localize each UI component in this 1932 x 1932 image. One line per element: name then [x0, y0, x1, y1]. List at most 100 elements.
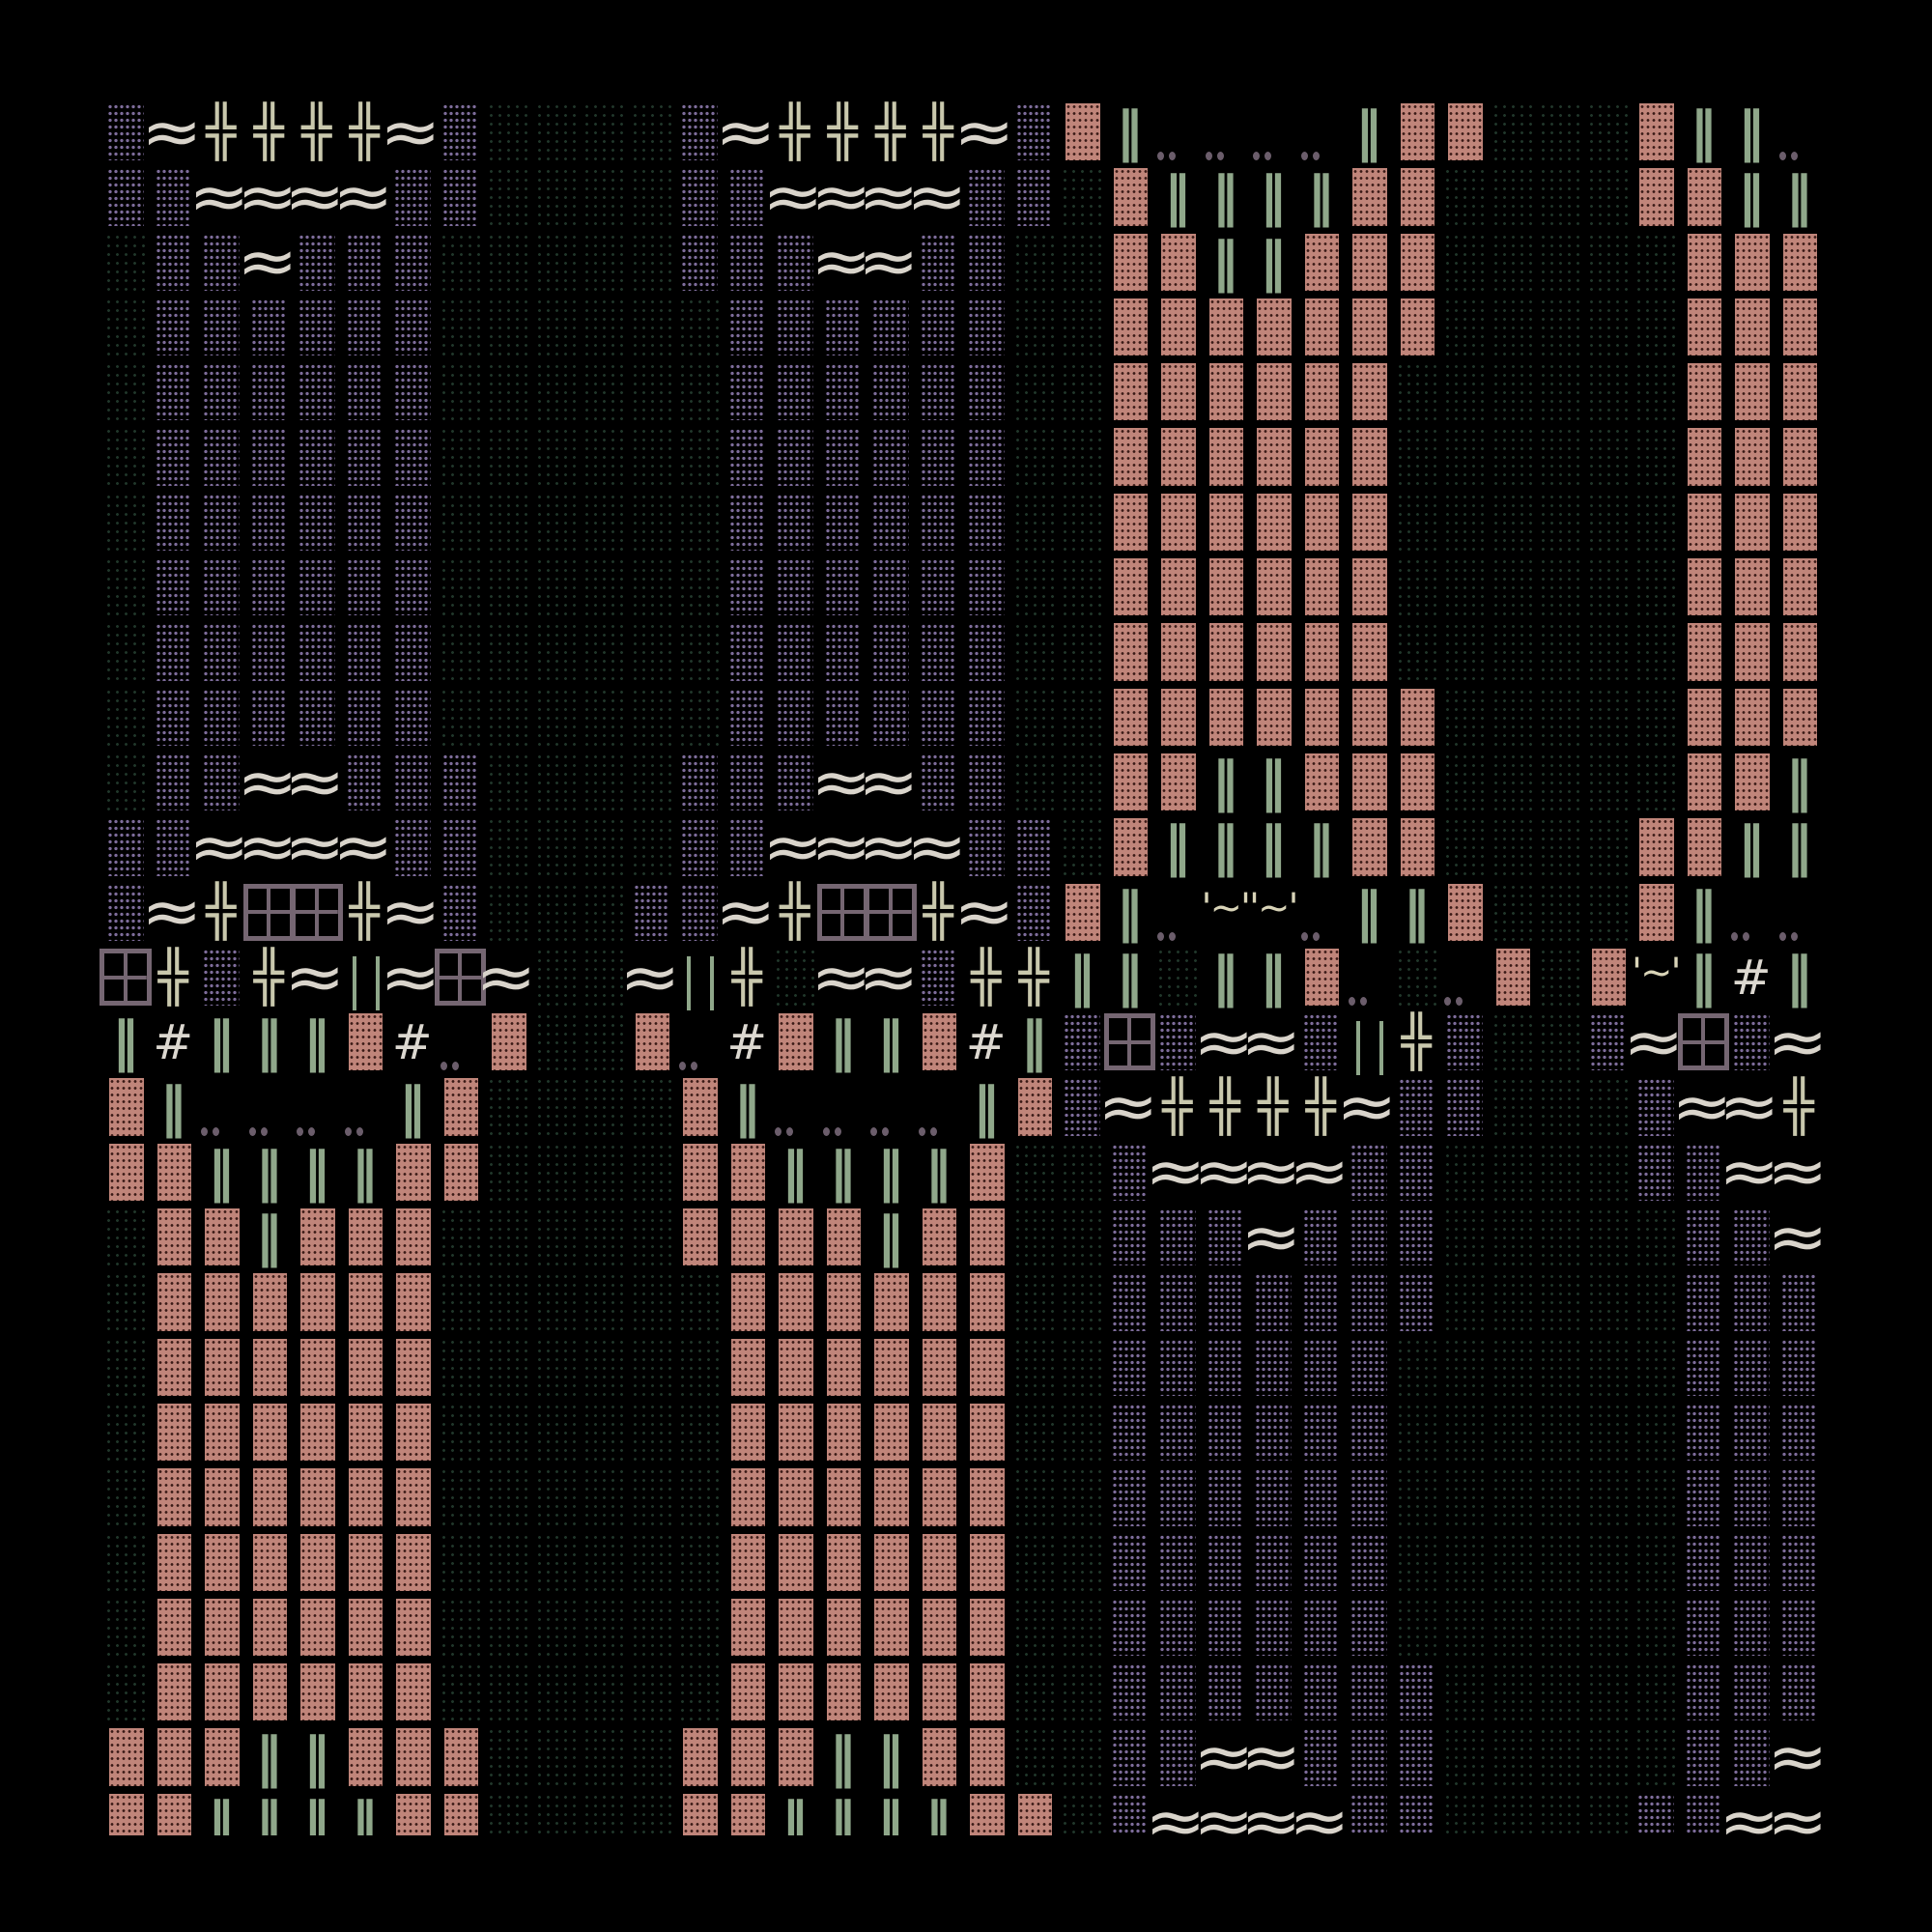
double-cross-glyph: ╬ [1258, 1078, 1289, 1137]
tile-floor [531, 424, 580, 490]
tile-floor [1058, 684, 1106, 750]
tile-water-wave: ≈ [905, 814, 967, 879]
tile-pink-brick [1106, 424, 1154, 489]
tile-lavender-block [1058, 1009, 1106, 1074]
tile-pink-brick [245, 1335, 294, 1400]
tile-lavender-block [915, 490, 963, 554]
tile-floor [484, 684, 532, 750]
tile-floor [484, 1594, 532, 1661]
tile-pink-brick [341, 1269, 389, 1334]
tile-lavender-block [293, 685, 341, 750]
water-wave-glyph: ≈ [379, 939, 441, 1014]
tile-lavender-block [1345, 1464, 1393, 1529]
tile-pink-brick [1106, 295, 1154, 359]
tile-lavender-block [724, 814, 772, 879]
tile-water-wave: ≈ [1240, 1205, 1302, 1269]
tile-lavender-block [1584, 1009, 1633, 1074]
tile-lavender-block [150, 814, 198, 879]
tile-pink-brick [771, 1530, 819, 1595]
tile-floor [1536, 99, 1584, 165]
tile-lavender-block [724, 685, 772, 750]
tile-lavender-block [1680, 1269, 1728, 1334]
tile-floor [627, 1074, 675, 1140]
tile-floor [580, 424, 628, 490]
tile-pink-brick [197, 1530, 245, 1595]
tile-pink-brick [1058, 99, 1106, 164]
tile-pink-brick [1202, 554, 1250, 619]
tile-lavender-block [724, 295, 772, 359]
tile-hash: # [388, 1009, 437, 1074]
tile-floor [1536, 1594, 1584, 1661]
double-bar-glyph: ‖ [1211, 815, 1239, 879]
tile-dots [341, 1074, 389, 1139]
tile-pink-brick [341, 1205, 389, 1269]
tile-pink-brick [1153, 490, 1202, 554]
tile-double-bar: ‖ [1010, 1009, 1059, 1074]
tile-floor [484, 1724, 532, 1790]
double-bar-glyph: ‖ [1259, 815, 1287, 879]
water-wave-glyph: ≈ [1192, 1719, 1255, 1795]
tile-floor [1009, 1594, 1058, 1661]
tile-pink-brick [1010, 1790, 1059, 1835]
tile-pink-brick [724, 1790, 772, 1835]
tile-pink-brick [675, 1140, 724, 1205]
tile-pink-brick [915, 1335, 963, 1400]
tile-floor [101, 1464, 150, 1530]
tile-floor [1536, 1529, 1584, 1595]
double-cross-glyph: ╬ [875, 102, 906, 161]
water-wave-glyph: ≈ [857, 224, 920, 299]
tile-pink-brick [341, 1724, 389, 1789]
tile-floor [1536, 944, 1584, 1010]
tile-floor [1440, 1205, 1489, 1270]
double-bar-glyph: ‖ [733, 1075, 761, 1139]
tile-floor [1058, 1464, 1106, 1530]
tile-pink-brick [1727, 554, 1776, 619]
tile-floor [1488, 99, 1536, 165]
tile-pink-brick [1680, 359, 1728, 424]
tile-water-wave: ≈ [810, 750, 871, 814]
tile-floor [484, 164, 532, 230]
tile-lavender-block [1297, 1660, 1346, 1724]
tile-double-bar: ‖ [867, 1205, 915, 1269]
water-wave-glyph: ≈ [283, 744, 346, 819]
tile-pink-brick [1106, 230, 1154, 295]
tile-double-bar: ‖ [245, 1205, 294, 1269]
tile-pink-brick [1680, 490, 1728, 554]
tile-lavender-block [1345, 1140, 1393, 1205]
double-cross-glyph: ╬ [923, 102, 953, 161]
tile-lavender-block [1153, 1724, 1202, 1789]
tile-double-bar: ‖ [1249, 814, 1297, 879]
tile-double-bar: ‖ [724, 1074, 772, 1139]
tile-lavender-block [1106, 1140, 1154, 1205]
tile-pink-brick [150, 1335, 198, 1400]
tile-lavender-block [1393, 1140, 1441, 1205]
tile-pink-brick [1249, 685, 1297, 750]
tile-lavender-block [197, 490, 245, 554]
double-bar-glyph: ‖ [1403, 880, 1431, 944]
tile-double-bar: ‖ [1249, 164, 1297, 229]
tile-pink-brick [245, 1660, 294, 1724]
tile-water-wave: ≈ [1766, 1205, 1828, 1269]
tile-dots [1776, 99, 1824, 164]
tile-floor [580, 1205, 628, 1270]
tile-floor [1632, 294, 1680, 360]
tile-pink-brick [724, 1335, 772, 1400]
tile-pink-brick [388, 1269, 437, 1334]
tile-pink-brick [1680, 164, 1728, 229]
tile-floor [484, 1205, 532, 1270]
tile-floor [580, 1009, 628, 1075]
tile-lavender-block [1727, 1335, 1776, 1400]
tile-floor [436, 554, 484, 620]
tile-pink-brick [724, 1660, 772, 1724]
tile-double-cross: ╬ [197, 880, 245, 945]
tile-lavender-block [1776, 1335, 1824, 1400]
tile-pink-brick [724, 1400, 772, 1464]
tile-floor [1632, 1399, 1680, 1465]
tile-lavender-block [1106, 1335, 1154, 1400]
tile-dots [437, 1009, 485, 1074]
water-wave-glyph: ≈ [331, 809, 394, 884]
water-wave-glyph: ≈ [140, 97, 203, 169]
double-bar-glyph: ‖ [255, 1790, 283, 1835]
double-bar-glyph: ‖ [351, 1790, 379, 1835]
tile-lavender-block [197, 230, 245, 295]
